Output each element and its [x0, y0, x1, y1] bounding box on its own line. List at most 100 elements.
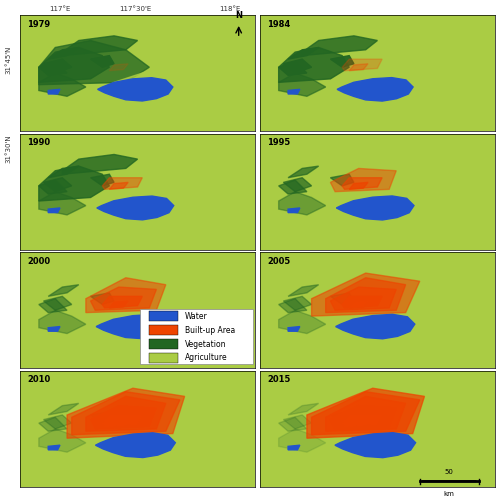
- Text: 2000: 2000: [27, 257, 50, 266]
- Polygon shape: [330, 71, 444, 106]
- Polygon shape: [336, 314, 415, 339]
- Polygon shape: [62, 155, 138, 174]
- Polygon shape: [110, 64, 128, 71]
- Polygon shape: [278, 36, 476, 110]
- Polygon shape: [330, 189, 444, 224]
- Polygon shape: [48, 445, 60, 450]
- Polygon shape: [330, 174, 354, 186]
- Polygon shape: [330, 308, 444, 343]
- Polygon shape: [349, 419, 368, 426]
- Polygon shape: [39, 429, 86, 452]
- Polygon shape: [288, 445, 300, 450]
- Polygon shape: [278, 155, 476, 229]
- Polygon shape: [39, 62, 67, 76]
- Text: 2005: 2005: [267, 257, 290, 266]
- Polygon shape: [330, 287, 396, 310]
- Polygon shape: [67, 388, 184, 438]
- Polygon shape: [278, 48, 349, 83]
- Polygon shape: [278, 417, 307, 431]
- FancyBboxPatch shape: [150, 353, 178, 363]
- Polygon shape: [330, 56, 354, 67]
- Polygon shape: [39, 180, 67, 194]
- Text: Agriculture: Agriculture: [184, 353, 227, 362]
- Polygon shape: [342, 296, 382, 308]
- Text: 1995: 1995: [267, 138, 290, 147]
- Polygon shape: [288, 48, 318, 59]
- Text: 117°30'E: 117°30'E: [119, 6, 151, 12]
- Polygon shape: [278, 392, 476, 466]
- Polygon shape: [44, 178, 72, 192]
- FancyBboxPatch shape: [140, 309, 253, 364]
- Text: 2015: 2015: [267, 375, 290, 384]
- Polygon shape: [278, 192, 326, 215]
- Polygon shape: [284, 415, 312, 429]
- Polygon shape: [342, 415, 382, 426]
- Polygon shape: [90, 308, 204, 343]
- Polygon shape: [288, 89, 300, 94]
- Polygon shape: [90, 426, 204, 462]
- Polygon shape: [90, 189, 204, 224]
- Polygon shape: [39, 273, 236, 347]
- Text: 2010: 2010: [27, 375, 50, 384]
- Polygon shape: [278, 73, 326, 96]
- Polygon shape: [39, 166, 110, 201]
- Polygon shape: [288, 166, 318, 178]
- FancyBboxPatch shape: [150, 312, 178, 321]
- Polygon shape: [312, 392, 420, 435]
- Text: 118°E: 118°E: [220, 6, 240, 12]
- Polygon shape: [96, 433, 176, 458]
- Polygon shape: [98, 78, 173, 101]
- Polygon shape: [90, 412, 114, 423]
- Polygon shape: [44, 296, 72, 310]
- Polygon shape: [330, 406, 396, 429]
- Polygon shape: [48, 48, 79, 59]
- Polygon shape: [48, 208, 60, 213]
- Polygon shape: [284, 296, 312, 310]
- Polygon shape: [86, 278, 166, 313]
- Text: N: N: [235, 10, 242, 19]
- Polygon shape: [278, 429, 326, 452]
- Text: 1990: 1990: [27, 138, 50, 147]
- Polygon shape: [349, 64, 368, 71]
- Text: 1979: 1979: [27, 19, 50, 28]
- Polygon shape: [48, 404, 79, 415]
- Polygon shape: [90, 406, 156, 429]
- Text: km: km: [444, 491, 454, 497]
- Text: Vegetation: Vegetation: [184, 339, 226, 348]
- Polygon shape: [39, 299, 67, 313]
- Polygon shape: [349, 182, 368, 189]
- Polygon shape: [48, 285, 79, 296]
- Text: 31°30'N: 31°30'N: [5, 135, 11, 164]
- Polygon shape: [62, 36, 138, 56]
- Polygon shape: [90, 293, 114, 305]
- Polygon shape: [284, 178, 312, 192]
- Polygon shape: [72, 392, 180, 435]
- Polygon shape: [330, 168, 396, 192]
- Polygon shape: [39, 192, 86, 215]
- Polygon shape: [90, 56, 114, 67]
- Polygon shape: [288, 327, 300, 331]
- Text: 50: 50: [444, 470, 454, 476]
- Polygon shape: [39, 36, 236, 110]
- Polygon shape: [48, 89, 60, 94]
- Polygon shape: [307, 388, 424, 438]
- Polygon shape: [326, 278, 406, 313]
- Polygon shape: [330, 412, 354, 423]
- Polygon shape: [48, 327, 60, 331]
- Polygon shape: [102, 178, 142, 189]
- Polygon shape: [330, 293, 354, 305]
- Polygon shape: [326, 396, 406, 431]
- Polygon shape: [278, 299, 307, 313]
- Polygon shape: [337, 78, 413, 101]
- Polygon shape: [39, 40, 150, 84]
- Polygon shape: [312, 273, 420, 316]
- Polygon shape: [48, 166, 79, 178]
- Polygon shape: [39, 155, 236, 229]
- Text: Built-up Area: Built-up Area: [184, 326, 235, 334]
- Polygon shape: [39, 310, 86, 333]
- Text: 31°45'N: 31°45'N: [5, 45, 11, 74]
- Polygon shape: [102, 415, 142, 426]
- Polygon shape: [110, 419, 128, 426]
- Polygon shape: [44, 415, 72, 429]
- Polygon shape: [39, 417, 67, 431]
